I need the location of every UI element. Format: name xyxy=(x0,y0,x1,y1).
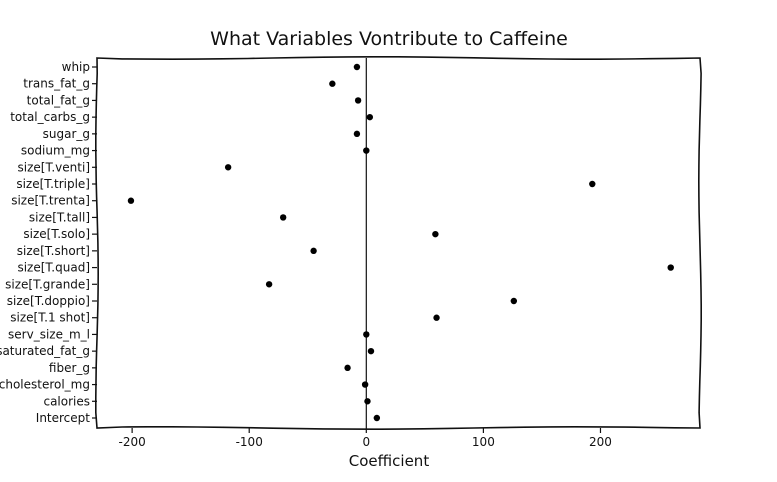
y-tick-label: size[T.grande] xyxy=(5,277,90,291)
chart-title: What Variables Vontribute to Caffeine xyxy=(210,28,568,50)
y-tick-label: total_fat_g xyxy=(27,93,90,107)
data-point xyxy=(353,130,361,138)
data-point xyxy=(127,197,135,204)
x-tick-label: 0 xyxy=(362,435,370,449)
x-axis: -200 -100 0 100 200 xyxy=(119,428,612,449)
y-tick-label: size[T.venti] xyxy=(18,160,90,174)
y-tick-label: sugar_g xyxy=(43,127,90,141)
y-tick-label: serv_size_m_l xyxy=(8,327,90,341)
data-point xyxy=(224,164,232,171)
y-tick-label: total_carbs_g xyxy=(10,110,90,124)
y-axis: whip trans_fat_g total_fat_g total_carbs_gs… xyxy=(0,60,97,425)
data-point xyxy=(329,80,336,87)
data-point xyxy=(366,113,374,121)
data-point xyxy=(433,314,440,321)
data-point xyxy=(344,364,351,372)
data-point xyxy=(364,398,371,405)
y-tick-label: size[T.quad] xyxy=(17,261,90,275)
y-tick-label: size[T.trenta] xyxy=(11,194,90,208)
data-point xyxy=(510,297,518,305)
data-point xyxy=(432,230,439,238)
data-point xyxy=(363,331,370,338)
data-point xyxy=(367,347,375,355)
y-tick-label: sodium_mg xyxy=(21,144,90,158)
x-tick-label: 200 xyxy=(589,435,612,449)
y-tick-label: Intercept xyxy=(36,411,91,425)
data-point xyxy=(667,264,674,271)
x-tick-label: -100 xyxy=(236,435,263,449)
data-point xyxy=(353,63,361,71)
plot-frame xyxy=(95,56,702,431)
data-point xyxy=(363,147,370,154)
data-point xyxy=(589,180,596,188)
data-point xyxy=(265,281,273,288)
data-point xyxy=(361,381,369,388)
data-point xyxy=(310,247,317,255)
y-tick-label: saturated_fat_g xyxy=(0,344,90,358)
data-point xyxy=(354,97,362,104)
y-tick-label: fiber_g xyxy=(49,361,90,375)
x-tick-label: 100 xyxy=(472,435,495,449)
y-tick-label: size[T.1 shot] xyxy=(10,311,90,325)
y-tick-label: size[T.doppio] xyxy=(7,294,90,308)
x-axis-label: Coefficient xyxy=(349,452,430,470)
y-tick-label: whip xyxy=(62,60,90,74)
y-tick-label: size[T.tall] xyxy=(29,210,90,224)
y-tick-label: trans_fat_g xyxy=(23,77,90,91)
data-points xyxy=(127,63,674,422)
y-tick-label: cholesterol_mg xyxy=(0,378,90,392)
y-tick-label: size[T.solo] xyxy=(23,227,90,241)
y-tick-label: size[T.short] xyxy=(17,244,90,258)
data-point xyxy=(279,214,287,221)
x-tick-label: -200 xyxy=(119,435,146,449)
y-tick-label: calories xyxy=(43,394,90,408)
y-tick-label: size[T.triple] xyxy=(16,177,90,191)
data-point xyxy=(373,414,381,422)
